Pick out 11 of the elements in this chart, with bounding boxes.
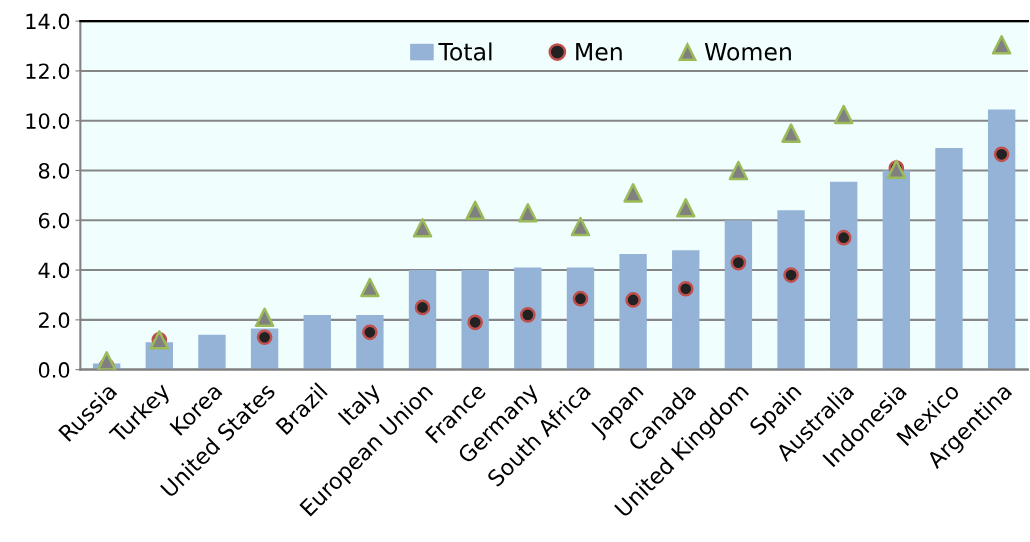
legend-label: Total [438,42,492,61]
y-tick-label: 8.0 [38,162,70,179]
legend-label: Women [704,43,791,61]
y-tick-label: 0.0 [38,362,70,378]
y-tick-label: 4.0 [38,262,70,279]
y-tick-label: 10.0 [26,113,70,129]
y-tick-label: 14.0 [26,13,70,30]
legend-label: Men [576,43,622,61]
y-tick-label: 2.0 [39,312,70,329]
y-tick-label: 12.0 [26,63,70,80]
y-tick-label: 6.0 [38,212,70,229]
